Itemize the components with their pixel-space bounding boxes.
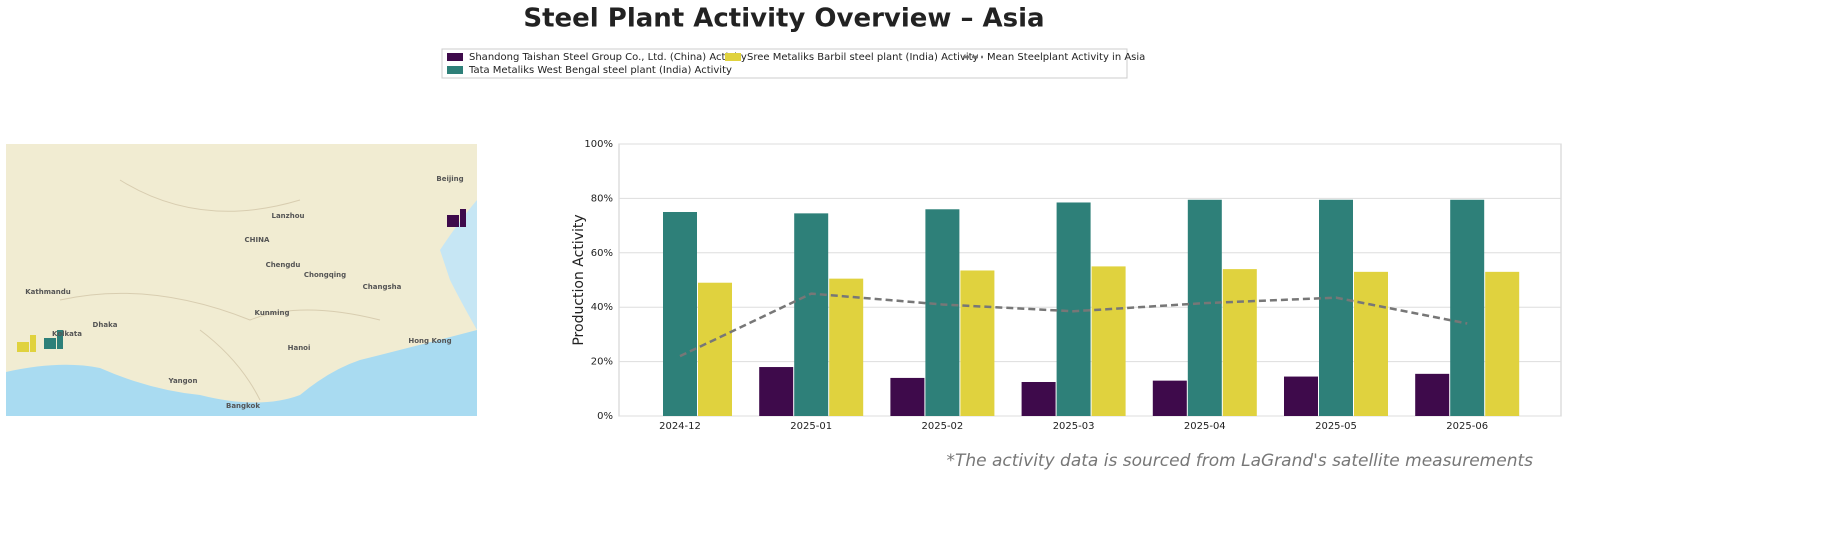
bar [759, 367, 794, 416]
y-tick-label: 40% [591, 302, 613, 313]
bar [1187, 199, 1222, 416]
bar [1222, 269, 1257, 416]
legend-swatch [725, 53, 741, 61]
map-label: Beijing [436, 175, 463, 183]
bar [1091, 266, 1126, 416]
legend-box [441, 48, 1128, 79]
x-tick-label: 2025-02 [922, 421, 964, 432]
map-label: Lanzhou [271, 212, 304, 220]
bar [1415, 373, 1450, 416]
bar [1152, 380, 1187, 416]
map-label: Hong Kong [408, 337, 451, 345]
bar [1284, 376, 1318, 416]
bar [1021, 382, 1056, 416]
y-tick-label: 0% [597, 411, 613, 422]
y-tick-label: 60% [591, 248, 613, 259]
map-sea [6, 330, 477, 416]
map-sea [440, 200, 477, 330]
map-border [59, 179, 381, 401]
map-label: Dhaka [93, 321, 118, 329]
map-icon [447, 209, 466, 227]
map-label: Chongqing [304, 271, 346, 279]
map-label: Yangon [168, 377, 198, 385]
bar [794, 213, 829, 416]
mean-line [679, 292, 1468, 358]
bar [1056, 202, 1091, 416]
x-tick-label: 2025-03 [1053, 421, 1095, 432]
y-axis-label: Production Activity [571, 214, 587, 345]
bar [663, 212, 697, 416]
x-tick-label: 2024-12 [659, 421, 701, 432]
x-tick-label: 2025-06 [1446, 421, 1488, 432]
bar [925, 209, 960, 416]
legend-swatch [447, 66, 463, 74]
y-tick-label: 100% [584, 139, 613, 150]
bar [890, 377, 925, 416]
bar [698, 282, 732, 416]
map-label: Kolkata [52, 330, 82, 338]
y-tick-label: 20% [591, 357, 613, 368]
map-label: Bangkok [226, 402, 260, 410]
map-icon [17, 335, 36, 352]
legend-label: Sree Metaliks Barbil steel plant (India)… [747, 52, 979, 63]
legend-swatch [447, 53, 463, 61]
x-tick-label: 2025-05 [1315, 421, 1357, 432]
bar [1319, 199, 1353, 416]
bar [960, 270, 995, 416]
footnote: *The activity data is sourced from LaGra… [946, 451, 1533, 471]
x-tick-label: 2025-01 [790, 421, 832, 432]
map-icon [44, 330, 63, 349]
map-label: CHINA [245, 236, 270, 244]
bar [1450, 199, 1485, 416]
map-label: Kathmandu [25, 288, 70, 296]
bar [829, 278, 864, 416]
map-label: Hanoi [288, 344, 311, 352]
bar [1354, 271, 1388, 416]
bar [1485, 271, 1520, 416]
map-label: Kunming [255, 309, 290, 317]
x-tick-label: 2025-04 [1184, 421, 1226, 432]
legend-label: Shandong Taishan Steel Group Co., Ltd. (… [469, 52, 747, 63]
y-tick-label: 80% [591, 193, 613, 204]
legend-label: Mean Steelplant Activity in Asia [987, 52, 1145, 63]
chart-title: Steel Plant Activity Overview – Asia [523, 4, 1044, 34]
map-label: Changsha [363, 283, 402, 291]
legend-label: Tata Metaliks West Bengal steel plant (I… [468, 65, 732, 76]
map-label: Chengdu [266, 261, 301, 269]
